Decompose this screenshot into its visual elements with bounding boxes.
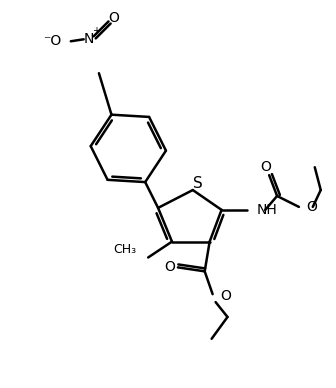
Text: CH₃: CH₃ — [113, 243, 136, 256]
Text: S: S — [193, 176, 203, 191]
Text: O: O — [165, 260, 175, 274]
Text: O: O — [306, 200, 317, 214]
Text: O: O — [108, 12, 119, 26]
Text: ⁻O: ⁻O — [43, 34, 61, 48]
Text: NH: NH — [256, 203, 277, 217]
Text: O: O — [261, 160, 271, 174]
Text: +: + — [92, 26, 99, 36]
Text: O: O — [220, 289, 232, 303]
Text: N: N — [83, 32, 94, 46]
